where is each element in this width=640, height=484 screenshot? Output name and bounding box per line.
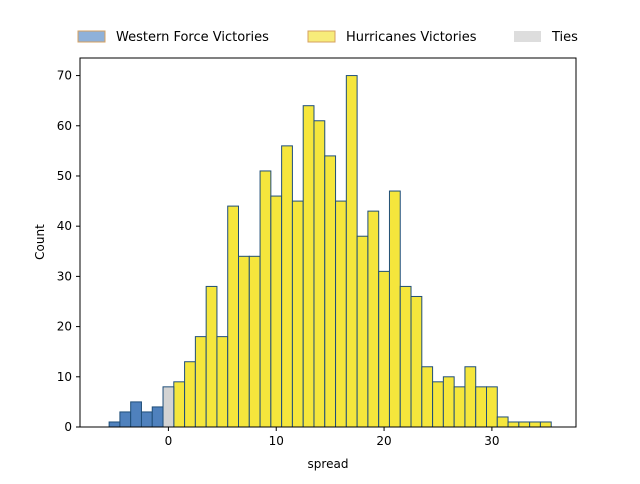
bar-western_force-1 (119, 411, 132, 428)
bar-hurricanes-11 (291, 200, 304, 428)
bar-hurricanes-6 (238, 255, 250, 428)
bar-hurricanes-9 (270, 195, 283, 428)
x-tick-label-1: 10 (269, 434, 284, 448)
bar-hurricanes-25 (442, 376, 455, 428)
bar-western_force-2 (130, 401, 142, 428)
bar-hurricanes-23 (421, 366, 434, 428)
bar-hurricanes-8 (259, 170, 272, 428)
y-axis-ticks: 0 10 20 30 40 50 60 70 (57, 69, 80, 434)
bar-hurricanes-33 (529, 421, 541, 428)
legend-swatch-western_force (77, 30, 106, 43)
bar-hurricanes-17 (356, 235, 369, 428)
legend-label-ties: Ties (551, 30, 578, 45)
bar-hurricanes-30 (496, 416, 509, 428)
bar-hurricanes-24 (432, 381, 444, 428)
bar-western_force-3 (140, 411, 153, 428)
x-axis-label: spread (308, 457, 349, 471)
bar-hurricanes-12 (302, 105, 315, 428)
bar-hurricanes-14 (324, 155, 337, 428)
bar-western_force-4 (151, 406, 164, 428)
plot-frame (79, 57, 577, 428)
y-tick-label-1: 10 (57, 370, 72, 384)
bar-hurricanes-0 (173, 381, 186, 428)
bar-hurricanes-31 (507, 421, 520, 428)
legend-label-western_force: Western Force Victories (116, 30, 269, 45)
bar-hurricanes-21 (399, 285, 412, 428)
x-axis-ticks: 0 10 20 30 (165, 427, 500, 448)
bar-hurricanes-20 (388, 190, 401, 428)
y-tick-label-0: 0 (64, 420, 72, 434)
x-tick-label-0: 0 (165, 434, 173, 448)
legend-item-ties[interactable]: Ties (514, 30, 578, 45)
bar-hurricanes-3 (205, 285, 218, 428)
bar-hurricanes-27 (464, 366, 477, 428)
legend-swatch-ties (514, 31, 541, 42)
x-tick-label-3: 30 (484, 434, 499, 448)
bar-hurricanes-5 (227, 205, 240, 428)
bar-hurricanes-10 (281, 145, 293, 428)
legend[interactable]: Western Force Victories Hurricanes Victor… (77, 30, 578, 45)
bar-ties-0 (162, 386, 175, 428)
legend-item-hurricanes[interactable]: Hurricanes Victories (307, 30, 477, 45)
bar-hurricanes-32 (518, 421, 531, 428)
legend-swatch-hurricanes (307, 30, 336, 43)
bar-hurricanes-19 (378, 270, 390, 428)
bar-hurricanes-26 (453, 386, 466, 428)
bar-hurricanes-13 (313, 120, 326, 428)
bar-hurricanes-29 (486, 386, 498, 428)
bar-hurricanes-1 (184, 361, 196, 428)
bar-hurricanes-16 (345, 75, 358, 428)
bar-western_force-0 (108, 421, 121, 428)
x-tick-label-2: 20 (376, 434, 391, 448)
legend-item-western_force[interactable]: Western Force Victories (77, 30, 269, 45)
bar-hurricanes-2 (194, 336, 207, 428)
bar-hurricanes-34 (539, 421, 552, 428)
bar-hurricanes-28 (475, 386, 488, 428)
legend-label-hurricanes: Hurricanes Victories (346, 30, 477, 45)
bar-hurricanes-22 (410, 295, 423, 428)
bar-hurricanes-15 (335, 200, 347, 428)
y-tick-label-2: 20 (57, 320, 72, 334)
y-tick-label-7: 70 (57, 69, 72, 83)
y-tick-label-4: 40 (57, 219, 72, 233)
bar-hurricanes-4 (216, 336, 229, 428)
y-tick-label-3: 30 (57, 269, 72, 283)
y-tick-label-5: 50 (57, 169, 72, 183)
bar-hurricanes-7 (248, 255, 261, 428)
y-axis-label: Count (33, 224, 47, 260)
bar-hurricanes-18 (367, 210, 380, 428)
y-tick-label-6: 60 (57, 119, 72, 133)
